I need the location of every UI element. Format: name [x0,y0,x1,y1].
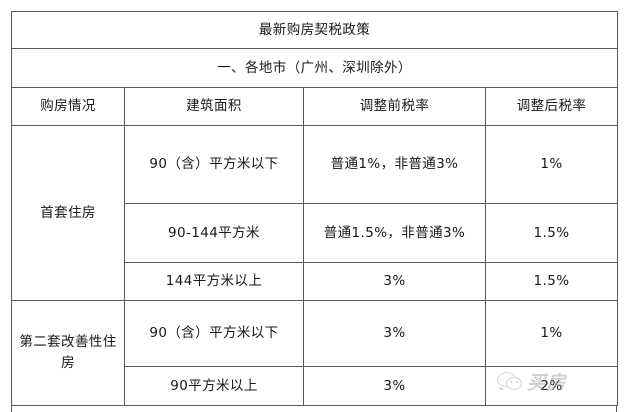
cell-rate-before: 3% [303,366,486,406]
column-header-area: 建筑面积 [124,87,304,126]
cell-rate-before: 普通1.5%，非普通3% [303,203,486,263]
table-header-row: 购房情况 建筑面积 调整前税率 调整后税率 [11,87,619,126]
group-label-second-home: 第二套改善性住房 [11,300,125,406]
table-row: 首套住房 90（含）平方米以下 普通1%，非普通3% 1% [11,125,619,301]
cell-rate-after: 2% [484,366,619,406]
cell-rate-before: 普通1%，非普通3% [303,125,486,204]
cell-rate-after: 1% [484,300,619,367]
column-header-rate-before: 调整前税率 [303,87,486,126]
table-row: 第二套改善性住房 90（含）平方米以下 3% 1% [11,300,619,406]
cell-area: 90（含）平方米以下 [124,125,304,204]
cell-area: 90平方米以上 [124,366,304,406]
table-row: 90-144平方米 普通1.5%，非普通3% 1.5% [12,203,619,263]
contract-tax-policy-table: 最新购房契税政策 一、各地市（广州、深圳除外） 购房情况 建筑面积 调整前税率 … [10,11,619,406]
table-title-row: 最新购房契税政策 [10,11,619,49]
column-header-rate-after: 调整后税率 [484,87,619,126]
cell-rate-before: 3% [303,300,486,367]
document-title: 最新购房契税政策 [10,11,619,49]
cell-area: 90（含）平方米以下 [124,300,304,367]
table-subtitle-row: 一、各地市（广州、深圳除外） [10,48,619,88]
group-label-first-home: 首套住房 [11,125,125,301]
table-row: 144平方米以上 3% 1.5% [12,262,619,301]
column-header-situation: 购房情况 [11,87,125,126]
cell-rate-after: 1.5% [484,203,619,263]
cell-area: 90-144平方米 [124,203,304,263]
cell-rate-before: 3% [303,262,486,301]
cell-area: 144平方米以上 [124,262,304,301]
table-partial-next-row [11,405,617,412]
cell-rate-after: 1.5% [484,262,619,301]
cell-rate-after: 1% [484,125,619,204]
document-subtitle: 一、各地市（广州、深圳除外） [10,48,619,88]
table-row: 90平方米以上 3% 2% [12,366,619,406]
